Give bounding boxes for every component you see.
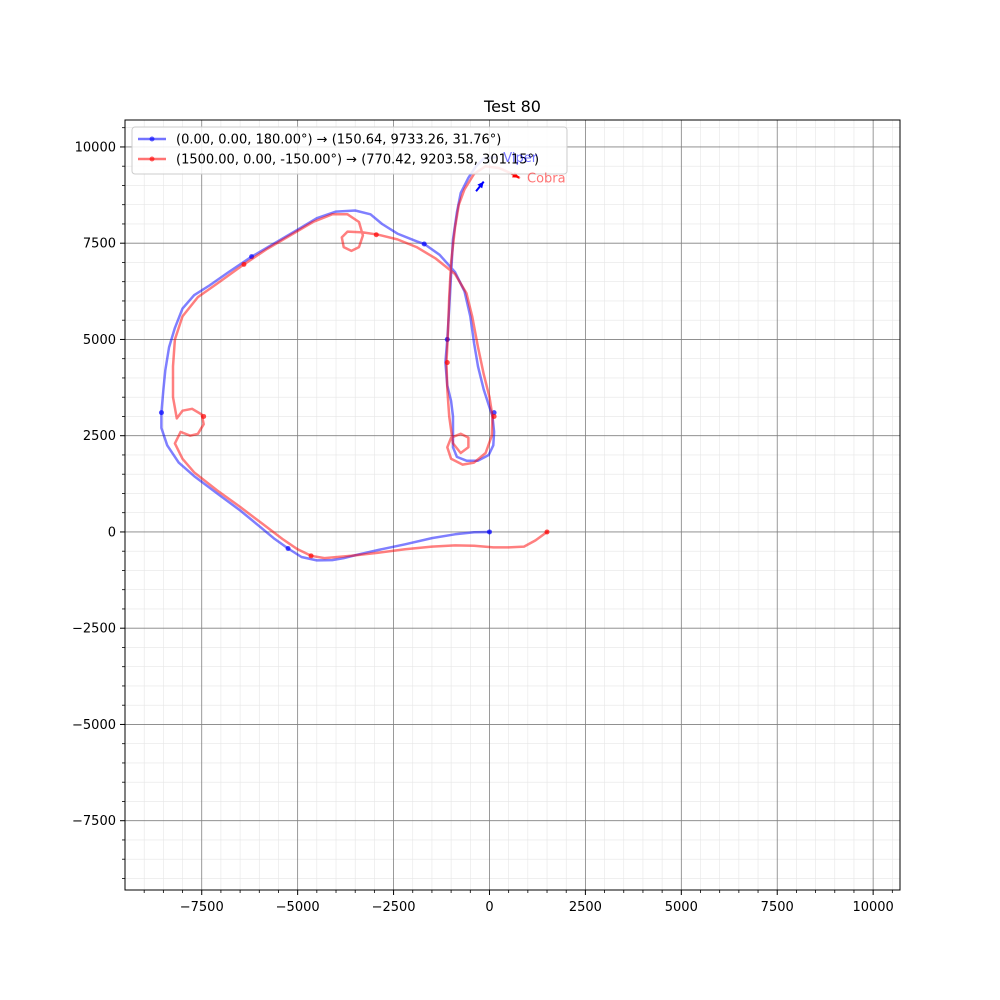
axes-frame xyxy=(124,119,901,891)
y-tick-label: −5000 xyxy=(72,718,116,733)
series-marker-cobra xyxy=(241,261,247,267)
series-marker-viper xyxy=(421,241,427,247)
series-marker-cobra xyxy=(491,413,497,419)
x-tick-label: −2500 xyxy=(372,900,416,915)
minor-grid xyxy=(124,120,900,890)
series-marker-viper xyxy=(158,410,164,416)
y-tick-label: −7500 xyxy=(72,814,116,829)
series-line-cobra xyxy=(171,164,549,560)
series-marker-cobra xyxy=(308,553,314,559)
y-tick-label: 5000 xyxy=(83,333,116,348)
series-label-cobra: Cobra xyxy=(527,172,566,187)
axis-ticks: −7500 −5000 −2500 0 2500 5000 7500 10000 −7500 −5… xyxy=(72,127,894,915)
x-tick-label: −7500 xyxy=(180,900,224,915)
y-tick-label: 10000 xyxy=(75,140,116,155)
x-tick-label: −5000 xyxy=(276,900,320,915)
y-tick-label: 2500 xyxy=(83,429,116,444)
x-tick-label: 0 xyxy=(485,900,493,915)
series-marker-cobra xyxy=(373,232,379,238)
chart-title: Test 80 xyxy=(483,97,541,116)
series-marker-cobra xyxy=(201,413,207,419)
y-tick-label: 0 xyxy=(108,525,116,540)
series-marker-cobra xyxy=(444,360,450,366)
legend-entry-cobra: (1500.00, 0.00, -150.00°) → (770.42, 920… xyxy=(176,153,539,168)
heading-arrowhead-cobra xyxy=(512,171,520,178)
legend-marker-viper xyxy=(149,136,155,142)
x-tick-label: 10000 xyxy=(852,900,893,915)
x-tick-label: 2500 xyxy=(569,900,602,915)
series-marker-cobra xyxy=(544,529,550,535)
series-marker-viper xyxy=(285,546,291,552)
heading-arrowhead-viper xyxy=(477,181,484,189)
series-marker-viper xyxy=(486,529,492,535)
series-labels: Viper Cobra xyxy=(503,151,565,186)
series-label-viper: Viper xyxy=(503,151,537,166)
series-layer xyxy=(158,155,550,562)
y-tick-label: −2500 xyxy=(72,622,116,637)
legend-marker-cobra xyxy=(149,156,155,162)
legend-entry-viper: (0.00, 0.00, 180.00°) → (150.64, 9733.26… xyxy=(176,133,501,148)
y-tick-label: 7500 xyxy=(83,237,116,252)
series-line-viper xyxy=(160,155,497,562)
x-tick-label: 5000 xyxy=(665,900,698,915)
x-tick-label: 7500 xyxy=(761,900,794,915)
legend: (0.00, 0.00, 180.00°) → (150.64, 9733.26… xyxy=(131,126,568,175)
legend-box xyxy=(131,126,568,175)
